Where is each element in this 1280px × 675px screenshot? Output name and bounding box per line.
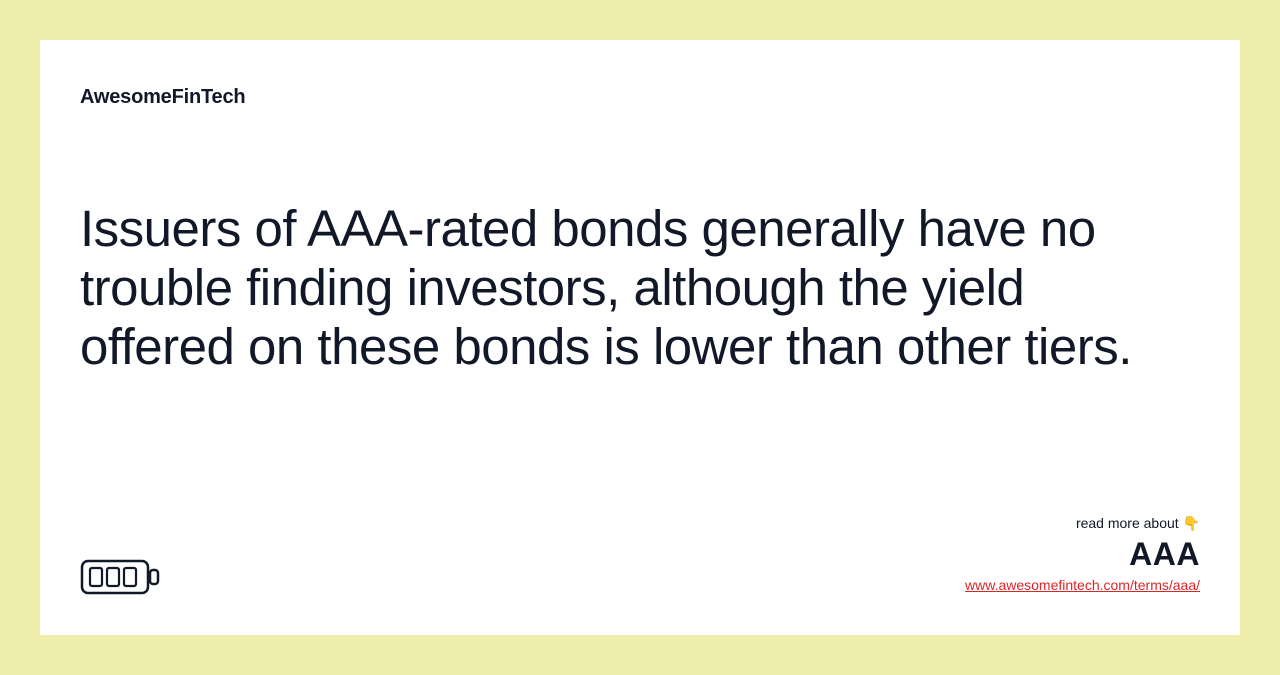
read-more-label: read more about 👇 (965, 514, 1200, 533)
battery-icon (80, 559, 160, 595)
body-text: Issuers of AAA-rated bonds generally hav… (80, 199, 1160, 376)
term-label: AAA (965, 533, 1200, 576)
card-footer: read more about 👇 AAA www.awesomefintech… (80, 514, 1200, 595)
read-more-block: read more about 👇 AAA www.awesomefintech… (965, 514, 1200, 595)
info-card: AwesomeFinTech Issuers of AAA-rated bond… (40, 40, 1240, 635)
brand-logo: AwesomeFinTech (80, 86, 1200, 109)
source-url-link[interactable]: www.awesomefintech.com/terms/aaa/ (965, 576, 1200, 595)
